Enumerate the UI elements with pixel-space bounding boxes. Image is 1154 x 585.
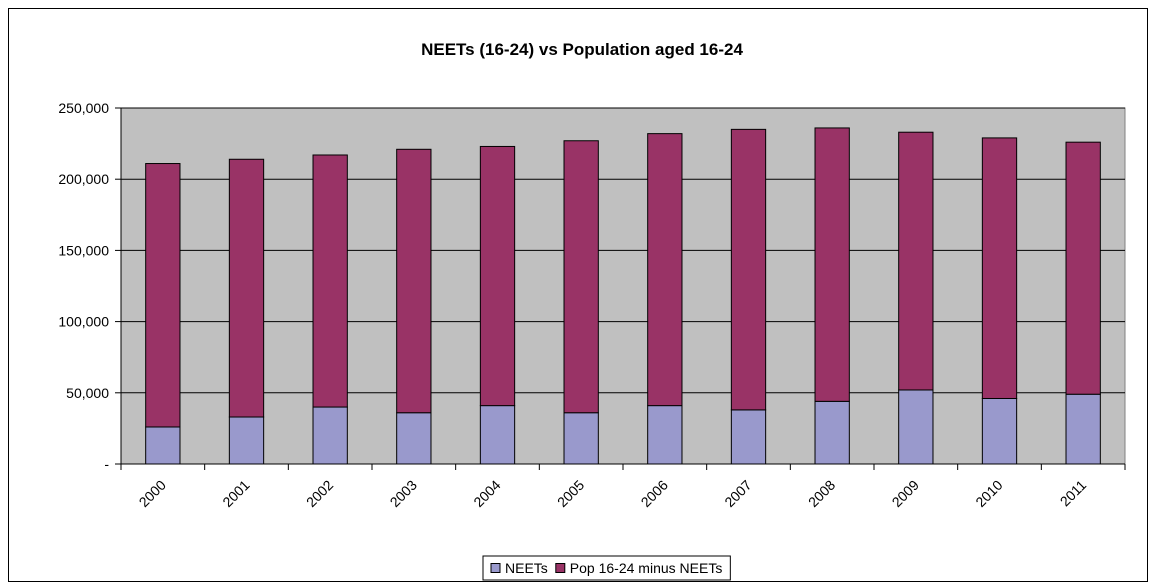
bar-neets — [479, 405, 516, 465]
x-tick-labels: 2000 2001 2002 2003 2004 2005 2006 2007 2008 2009… — [136, 477, 1090, 510]
y-tick-labels: - 50,000 100,000 150,000 200,000 250,000 — [58, 100, 109, 472]
y-tick-label: 150,000 — [58, 242, 109, 258]
bar-neets — [647, 405, 683, 465]
x-tick-label: 2009 — [889, 477, 922, 510]
bar-pop-minus-neets — [647, 133, 683, 407]
x-tick-label: 2002 — [303, 477, 336, 510]
chart-frame: NEETs (16-24) vs Population aged 16-24 -… — [8, 8, 1148, 582]
bar-neets — [730, 409, 767, 465]
bar-pop-minus-neets — [396, 148, 432, 414]
chart-title: NEETs (16-24) vs Population aged 16-24 — [421, 40, 743, 59]
bar-pop-minus-neets — [1065, 141, 1101, 395]
bars — [145, 127, 1101, 465]
legend-label-pop-minus-neets: Pop 16-24 minus NEETs — [570, 560, 723, 576]
x-tick-label: 2006 — [638, 477, 671, 510]
plot-area — [120, 107, 1126, 465]
x-tick-label: 2005 — [554, 477, 587, 510]
x-tick-label: 2001 — [219, 477, 252, 510]
x-tick-label: 2011 — [1057, 477, 1090, 510]
bar-pop-minus-neets — [145, 163, 181, 428]
legend-swatch-pop-minus-neets — [555, 563, 566, 573]
legend-label-neets: NEETs — [505, 560, 548, 576]
y-tick-label: - — [104, 456, 109, 472]
x-tick-label: 2003 — [387, 477, 420, 510]
bar-neets — [814, 400, 850, 465]
bar-neets — [145, 426, 181, 465]
bar-neets — [898, 389, 934, 465]
chart-svg: NEETs (16-24) vs Population aged 16-24 -… — [58, 40, 1126, 581]
bar-neets — [981, 397, 1018, 465]
bar-neets — [228, 416, 265, 465]
x-tick-label: 2000 — [136, 477, 169, 510]
bar-pop-minus-neets — [312, 154, 348, 408]
bar-neets — [1065, 393, 1101, 465]
bar-pop-minus-neets — [981, 137, 1018, 399]
bar-pop-minus-neets — [898, 131, 934, 391]
axes — [115, 107, 1126, 470]
x-tick-label: 2010 — [972, 477, 1005, 510]
x-tick-label: 2007 — [721, 477, 754, 510]
bar-pop-minus-neets — [563, 140, 599, 414]
legend-box — [482, 555, 731, 581]
bar-pop-minus-neets — [814, 127, 850, 402]
y-tick-label: 250,000 — [58, 100, 109, 116]
legend: NEETs Pop 16-24 minus NEETs — [482, 555, 731, 581]
bar-pop-minus-neets — [730, 128, 767, 411]
y-tick-label: 200,000 — [58, 171, 109, 187]
x-tick-label: 2004 — [470, 477, 503, 510]
bar-neets — [396, 412, 432, 465]
bar-pop-minus-neets — [479, 145, 516, 407]
y-tick-label: 50,000 — [66, 385, 109, 401]
legend-swatch-neets — [490, 563, 501, 573]
bar-neets — [563, 412, 599, 465]
gridlines — [121, 107, 1125, 394]
bar-pop-minus-neets — [228, 158, 265, 418]
bar-neets — [312, 406, 348, 465]
y-tick-label: 100,000 — [58, 314, 109, 330]
x-tick-label: 2008 — [805, 477, 838, 510]
